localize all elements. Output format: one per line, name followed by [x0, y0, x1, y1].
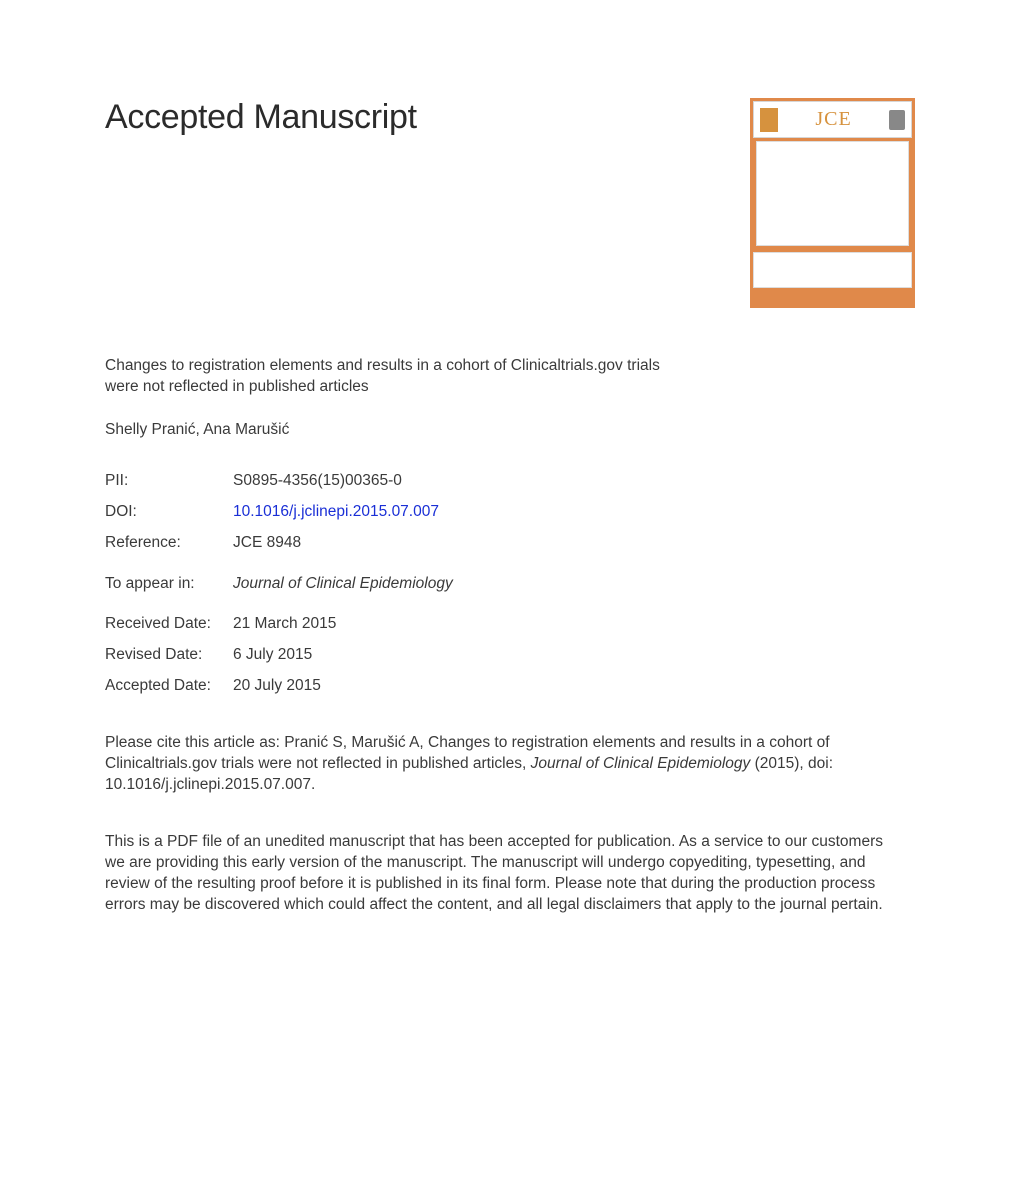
authors: Shelly Pranić, Ana Marušić: [105, 420, 915, 441]
meta-row-appear: To appear in: Journal of Clinical Epidem…: [105, 574, 915, 595]
meta-row-accepted: Accepted Date: 20 July 2015: [105, 676, 915, 697]
doi-link[interactable]: 10.1016/j.jclinepi.2015.07.007: [233, 502, 439, 523]
journal-acronym: JCE: [815, 106, 851, 133]
meta-row-received: Received Date: 21 March 2015: [105, 614, 915, 635]
meta-value: 20 July 2015: [233, 676, 321, 697]
meta-label: Accepted Date:: [105, 676, 233, 697]
meta-label: PII:: [105, 471, 233, 492]
publisher-tree-icon: [760, 108, 778, 132]
meta-label: DOI:: [105, 502, 233, 523]
meta-row-reference: Reference: JCE 8948: [105, 533, 915, 554]
meta-row-revised: Revised Date: 6 July 2015: [105, 645, 915, 666]
spacer: [105, 604, 915, 614]
spacer: [105, 564, 915, 574]
meta-label: Reference:: [105, 533, 233, 554]
citation-journal: Journal of Clinical Epidemiology: [531, 755, 751, 772]
meta-value: S0895-4356(15)00365-0: [233, 471, 402, 492]
meta-row-doi: DOI: 10.1016/j.jclinepi.2015.07.007: [105, 502, 915, 523]
crest-icon: [889, 110, 905, 130]
cover-mid-panel: [756, 141, 909, 246]
meta-row-pii: PII: S0895-4356(15)00365-0: [105, 471, 915, 492]
meta-label: To appear in:: [105, 574, 233, 595]
cover-top-bar: JCE: [753, 101, 912, 138]
page-title: Accepted Manuscript: [105, 95, 417, 141]
metadata-table: PII: S0895-4356(15)00365-0 DOI: 10.1016/…: [105, 471, 915, 697]
article-title: Changes to registration elements and res…: [105, 356, 665, 398]
meta-value: JCE 8948: [233, 533, 301, 554]
citation-text: Please cite this article as: Pranić S, M…: [105, 733, 905, 796]
header-row: Accepted Manuscript JCE: [105, 95, 915, 308]
meta-value: 21 March 2015: [233, 614, 336, 635]
journal-cover-thumbnail: JCE: [750, 98, 915, 308]
disclaimer-text: This is a PDF file of an unedited manusc…: [105, 832, 905, 916]
meta-label: Revised Date:: [105, 645, 233, 666]
meta-label: Received Date:: [105, 614, 233, 635]
journal-name: Journal of Clinical Epidemiology: [233, 574, 453, 595]
cover-bottom-panel: [753, 252, 912, 288]
meta-value: 6 July 2015: [233, 645, 312, 666]
